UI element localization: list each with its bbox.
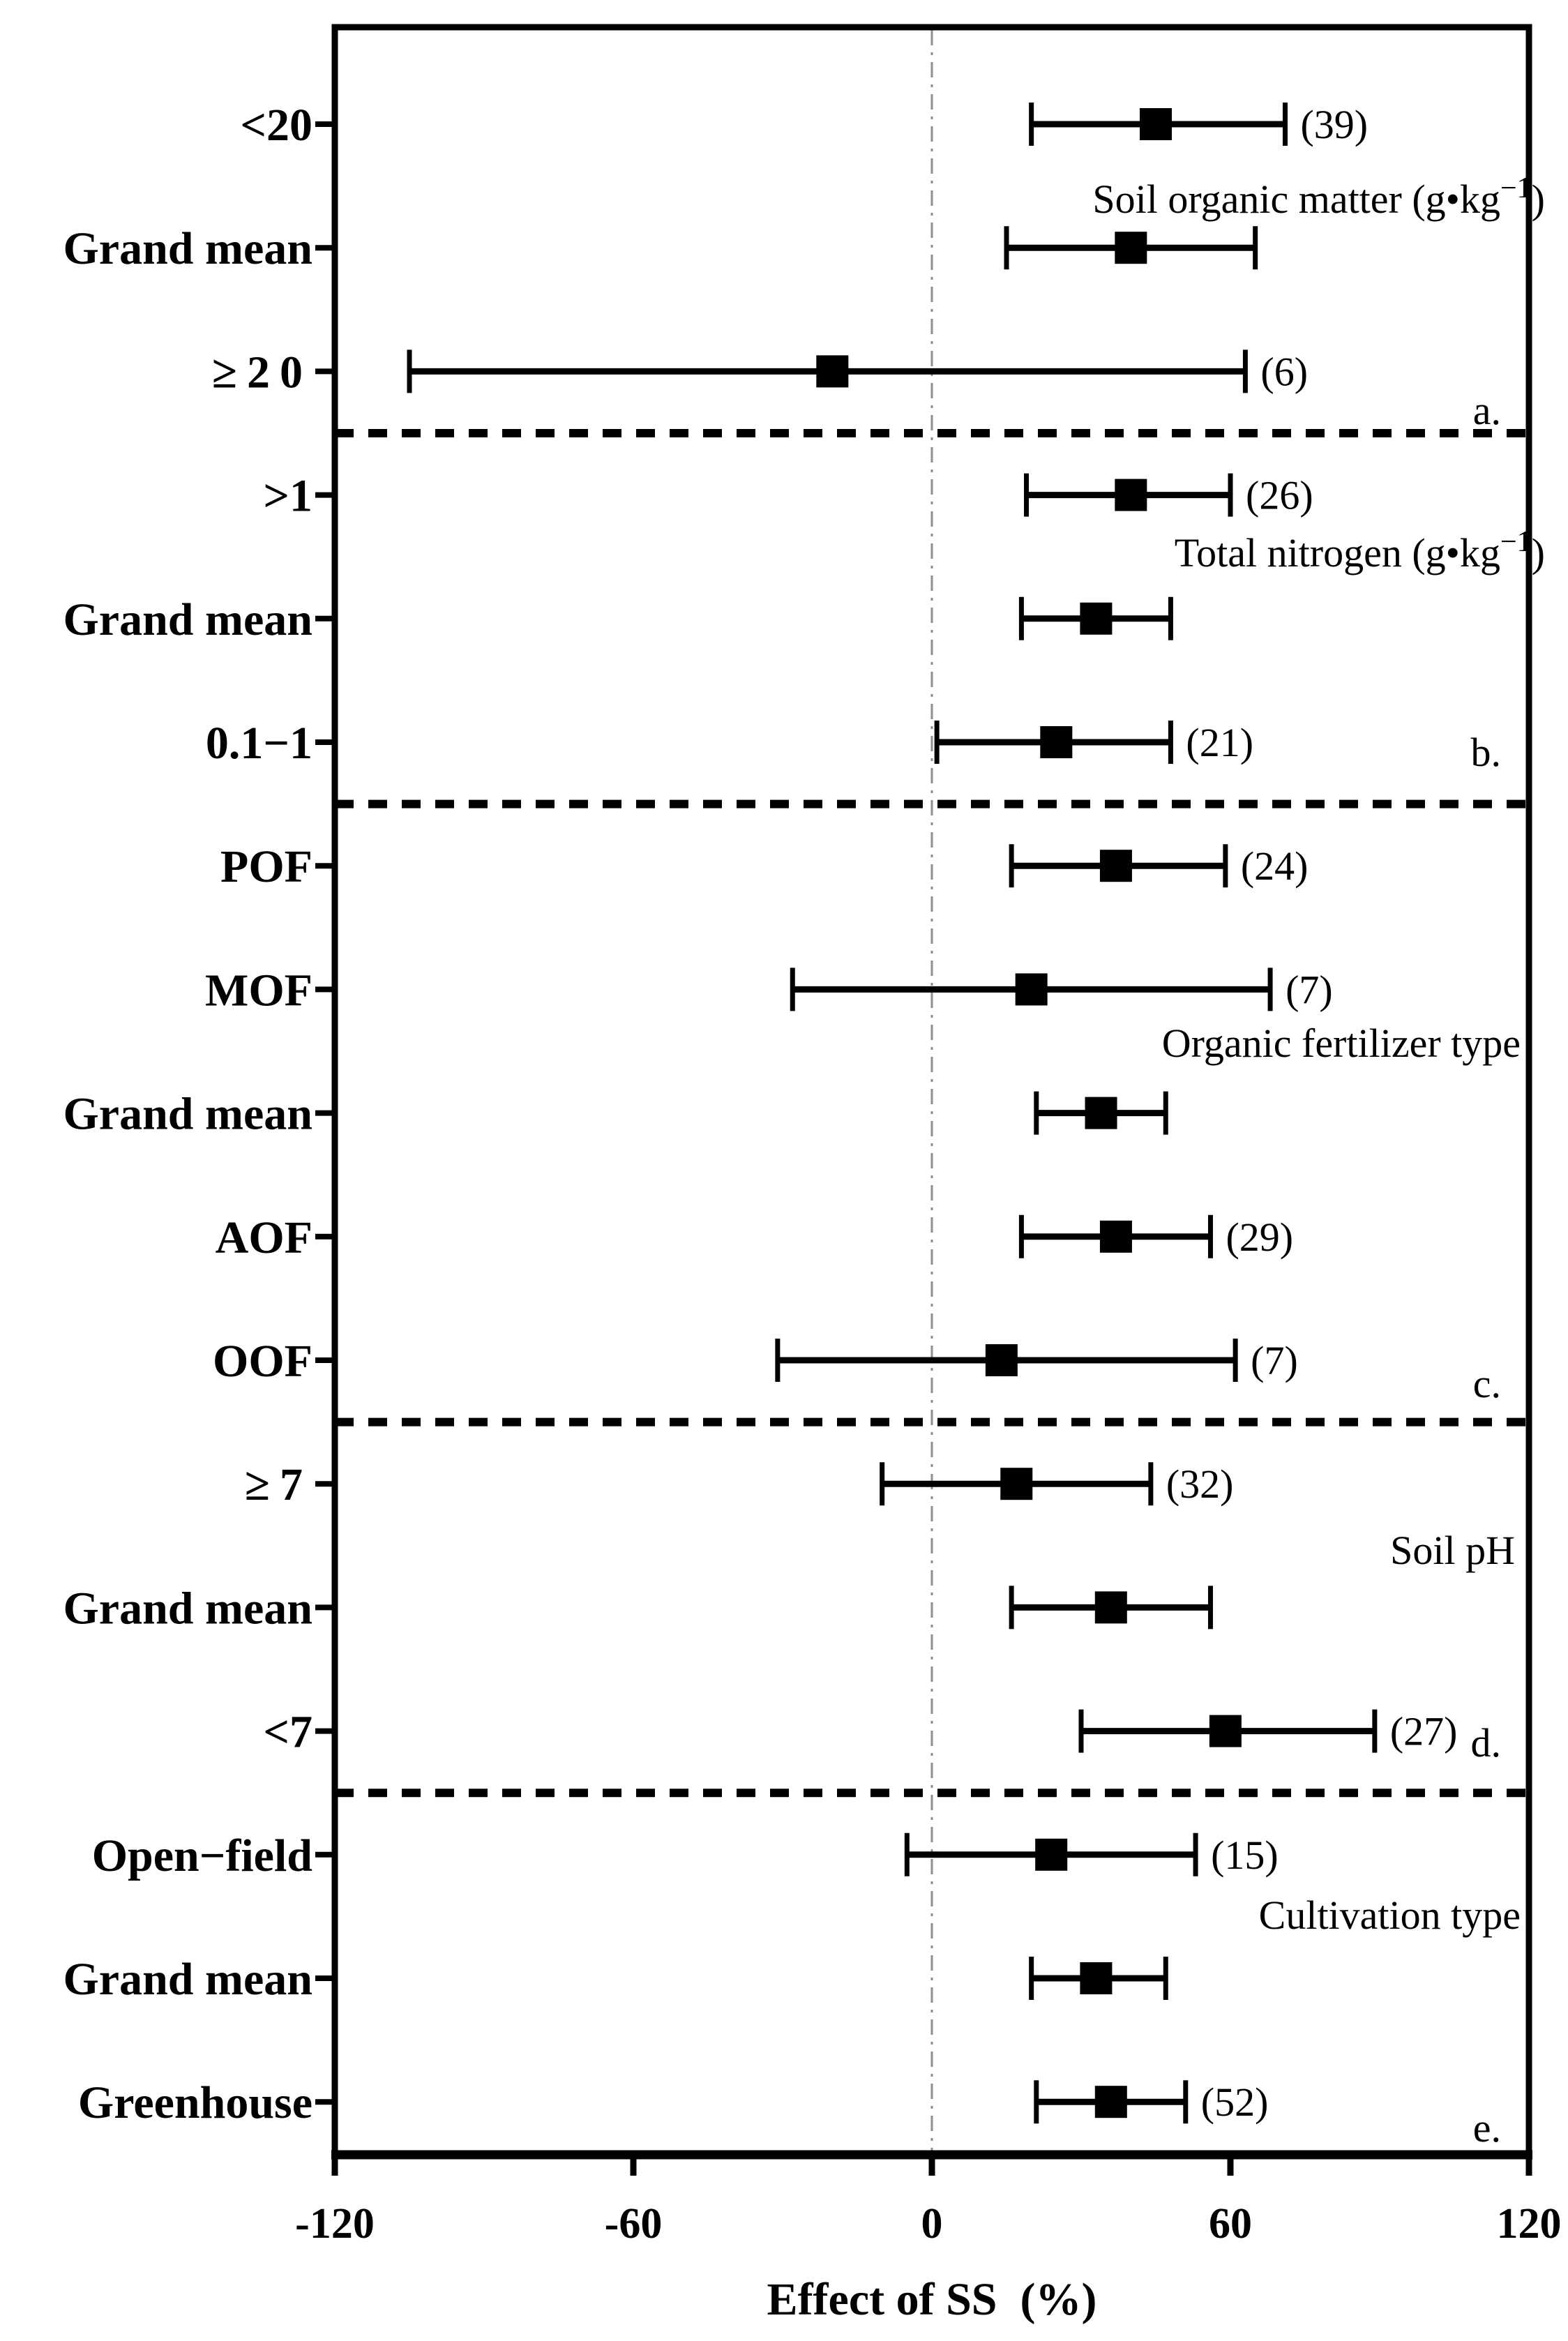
mean-marker xyxy=(1035,1838,1068,1871)
row-label: Greenhouse xyxy=(78,2077,312,2128)
x-tick-label: -60 xyxy=(605,2200,663,2248)
section-heading: Soil organic matter (g•kg−1) xyxy=(1092,172,1545,222)
panel-letter: c. xyxy=(1473,1361,1501,1406)
mean-marker xyxy=(1099,1220,1132,1253)
row-label: 0.1−1 xyxy=(206,718,312,769)
mean-marker xyxy=(985,1344,1018,1376)
row-label: <20 xyxy=(240,100,312,151)
count-label: (15) xyxy=(1211,1832,1279,1878)
plot-rows-layer xyxy=(315,103,1378,2124)
count-label: (21) xyxy=(1186,720,1253,765)
x-tick-label: 120 xyxy=(1497,2200,1562,2248)
mean-marker xyxy=(1000,1468,1033,1500)
mean-marker xyxy=(816,355,849,388)
count-label: (6) xyxy=(1260,349,1308,394)
count-label: (24) xyxy=(1241,843,1309,889)
mean-marker xyxy=(1080,1962,1113,1994)
mean-marker xyxy=(1080,602,1113,635)
panel-letter: d. xyxy=(1471,1720,1502,1766)
mean-marker xyxy=(1209,1715,1242,1747)
row-label: POF xyxy=(220,841,312,892)
plot-frame-layer xyxy=(331,24,1532,2176)
x-tick-label: 0 xyxy=(921,2200,943,2248)
row-label: Grand mean xyxy=(63,1954,312,2005)
mean-marker xyxy=(1094,1591,1127,1624)
count-label: (32) xyxy=(1166,1461,1234,1507)
mean-marker xyxy=(1085,1097,1117,1129)
panel-letter: e. xyxy=(1473,2105,1501,2151)
count-label: (39) xyxy=(1300,102,1368,147)
count-label: (7) xyxy=(1251,1338,1298,1383)
panel-letter: a. xyxy=(1473,388,1501,433)
count-label: (29) xyxy=(1226,1214,1293,1260)
count-label: (52) xyxy=(1201,2079,1269,2125)
row-label: OOF xyxy=(213,1336,312,1387)
plot-text-layer: <20 (39) Grand mean ≥20 (6) Soil organic matt… xyxy=(63,100,1561,2248)
row-label: <7 xyxy=(263,1707,312,1758)
row-label: AOF xyxy=(216,1212,312,1263)
section-heading: Cultivation type xyxy=(1259,1892,1521,1938)
mean-marker xyxy=(1115,479,1147,511)
row-label: Grand mean xyxy=(63,1089,312,1140)
mean-marker xyxy=(1040,726,1073,758)
mean-marker xyxy=(1140,108,1172,140)
row-label: Grand mean xyxy=(63,594,312,645)
x-tick-label: 60 xyxy=(1209,2200,1252,2248)
count-label: (27) xyxy=(1390,1709,1458,1754)
section-heading: Total nitrogen (g•kg−1) xyxy=(1175,526,1545,575)
section-heading: Organic fertilizer type xyxy=(1162,1021,1521,1066)
row-label: MOF xyxy=(205,965,312,1016)
row-label: Grand mean xyxy=(63,223,312,274)
mean-marker xyxy=(1099,850,1132,882)
mean-marker xyxy=(1015,973,1048,1006)
x-tick-label: -120 xyxy=(295,2200,375,2248)
row-label: ≥7 xyxy=(245,1459,312,1510)
mean-marker xyxy=(1094,2086,1127,2118)
count-label: (7) xyxy=(1286,967,1333,1012)
row-label: Grand mean xyxy=(63,1583,312,1634)
mean-marker xyxy=(1115,232,1147,264)
x-axis-title: Effect of SS (%) xyxy=(767,2274,1097,2325)
panel-letter: b. xyxy=(1471,730,1502,775)
count-label: (26) xyxy=(1246,473,1313,518)
section-heading: Soil pH xyxy=(1390,1528,1515,1573)
row-label: Open−field xyxy=(92,1830,312,1881)
row-label: ≥20 xyxy=(212,347,312,398)
row-label: >1 xyxy=(263,471,312,522)
